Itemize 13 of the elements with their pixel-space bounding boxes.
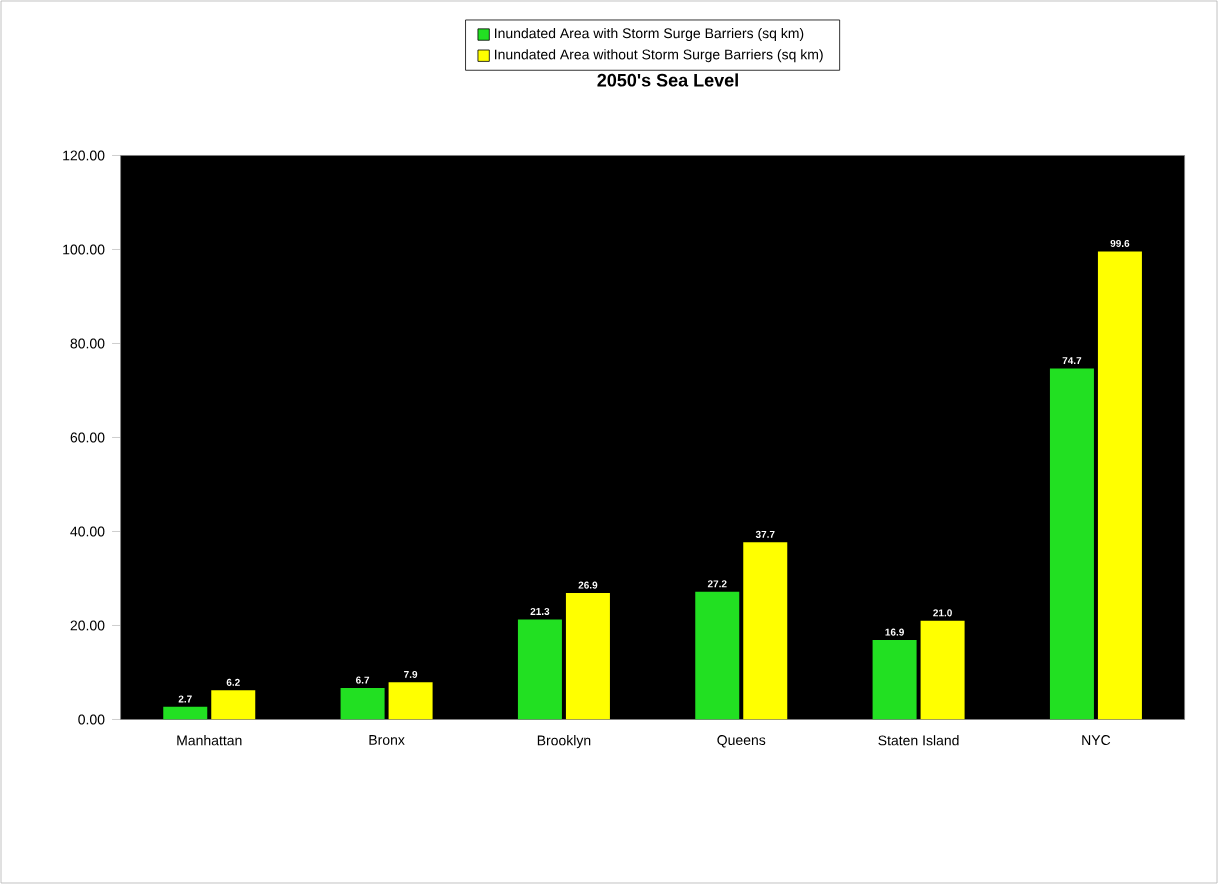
bar xyxy=(211,690,256,720)
bar xyxy=(163,706,208,720)
bar xyxy=(388,682,433,720)
bar xyxy=(743,542,788,720)
bar xyxy=(872,640,917,720)
chart-title: 2050's Sea Level xyxy=(597,73,738,87)
bar xyxy=(1097,251,1142,720)
bar xyxy=(565,593,610,720)
bar xyxy=(340,688,385,720)
bar xyxy=(1049,368,1094,720)
bar xyxy=(920,620,965,720)
bar xyxy=(695,591,740,720)
bar xyxy=(517,619,562,720)
